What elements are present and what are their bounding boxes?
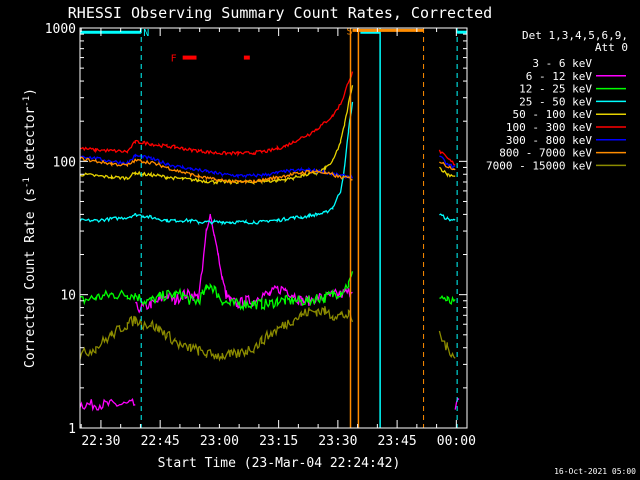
saa-flag-label: S — [346, 26, 352, 37]
series-line-2-seg-0 — [79, 271, 354, 312]
series-line-0-seg-0 — [79, 381, 152, 423]
series-line-1-seg-0 — [79, 398, 136, 412]
x-axis: 22:30 22:45 23:00 23:15 23:30 23:45 00:00 — [80, 28, 476, 449]
series-line-5-seg-0 — [79, 71, 354, 157]
x-tick-label-3: 23:15 — [259, 434, 298, 449]
y-axis-label-end: ) — [23, 88, 38, 96]
legend-label-4: 50 - 100 keV — [513, 108, 593, 121]
x-tick-label-0: 22:30 — [81, 434, 120, 449]
legend-label-3: 25 - 50 keV — [519, 95, 592, 108]
x-axis-label: Start Time (23-Mar-04 22:24:42) — [158, 456, 401, 471]
series-line-5-seg-1 — [438, 149, 456, 166]
y-axis-label-main: Corrected Count Rate (s — [23, 188, 38, 368]
series-line-2-seg-1 — [439, 294, 456, 306]
y-tick-label-0: 1 — [68, 422, 76, 437]
y-axis-label-mid: detector — [23, 107, 38, 178]
chart-title: RHESSI Observing Summary Count Rates, Co… — [68, 4, 492, 22]
x-tick-label-1: 22:45 — [141, 434, 180, 449]
series-line-8-seg-0 — [79, 306, 354, 362]
legend-label-7: 800 - 7000 keV — [499, 147, 592, 160]
y-axis-label: Corrected Count Rate (s-1 detector-1) — [22, 88, 38, 368]
series-line-4-seg-1 — [438, 166, 456, 178]
legend-label-5: 100 - 300 keV — [506, 121, 592, 134]
series-line-4-seg-0 — [79, 85, 354, 186]
y-tick-label-1: 10 — [60, 289, 76, 304]
footer-date: 16-Oct-2021 05:00 — [554, 467, 636, 476]
legend-label-0: 3 - 6 keV — [532, 57, 592, 70]
series-line-7-seg-0 — [79, 156, 353, 185]
legend-title-detectors: Det 1,3,4,5,6,9, — [522, 29, 628, 42]
x-tick-label-2: 23:00 — [200, 434, 239, 449]
plot-frame — [79, 27, 468, 429]
legend-label-8: 7000 - 15000 keV — [486, 159, 592, 172]
series-layer — [79, 71, 460, 423]
plot-area: N F S — [79, 26, 467, 428]
y-tick-label-3: 1000 — [45, 22, 76, 37]
y-axis-label-sup2: -1 — [22, 96, 32, 107]
series-line-8-seg-1 — [438, 330, 456, 359]
series-line-0-seg-1 — [150, 230, 354, 369]
legend-label-1: 6 - 12 keV — [526, 70, 593, 83]
series-line-7-seg-1 — [439, 161, 456, 171]
y-axis-label-sup1: -1 — [22, 177, 32, 188]
legend-label-2: 12 - 25 keV — [519, 83, 592, 96]
flags-layer: N F S — [80, 26, 467, 428]
y-tick-label-2: 100 — [53, 155, 76, 170]
series-line-3-seg-1 — [439, 213, 456, 222]
y-axis: 1 10 100 1000 — [45, 22, 467, 437]
x-tick-label-5: 23:45 — [378, 434, 417, 449]
x-tick-label-4: 23:30 — [318, 434, 357, 449]
x-tick-label-6: 00:00 — [437, 434, 476, 449]
legend-label-6: 300 - 800 keV — [506, 134, 592, 147]
series-line-3-seg-0 — [79, 101, 354, 226]
legend-title-attenuator: Att 0 — [595, 41, 628, 54]
flare-flag-label: F — [171, 54, 177, 65]
night-flag-label: N — [143, 28, 149, 39]
series-line-6-seg-1 — [439, 155, 456, 170]
